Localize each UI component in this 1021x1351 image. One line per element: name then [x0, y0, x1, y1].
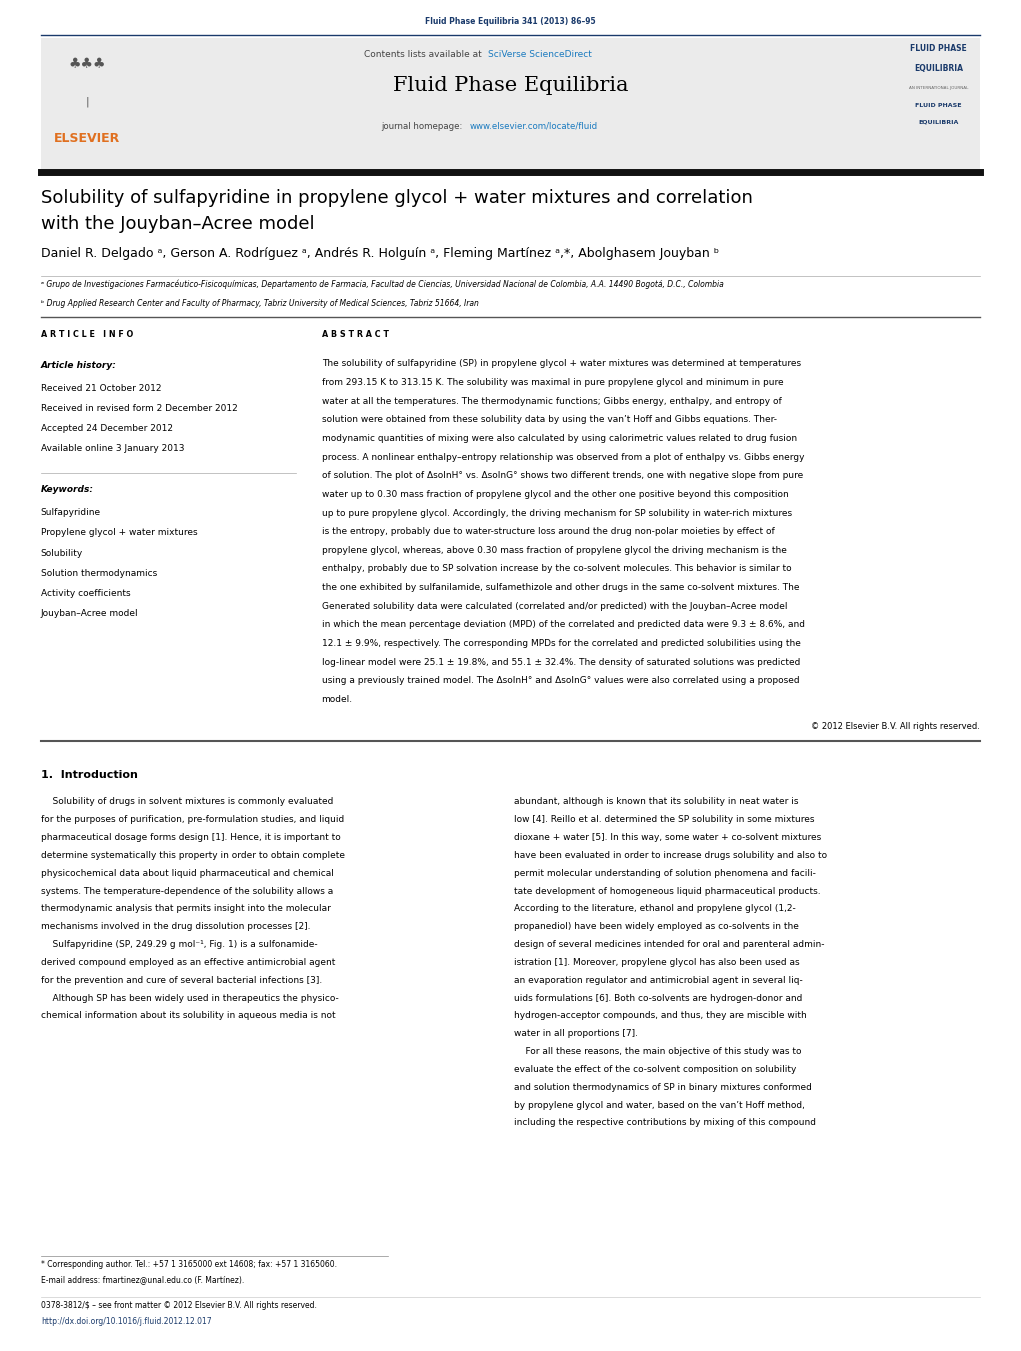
Text: Sulfapyridine: Sulfapyridine [41, 508, 101, 517]
Text: systems. The temperature-dependence of the solubility allows a: systems. The temperature-dependence of t… [41, 886, 333, 896]
Text: Available online 3 January 2013: Available online 3 January 2013 [41, 444, 185, 454]
Text: ♣♣♣: ♣♣♣ [68, 58, 106, 72]
Text: hydrogen-acceptor compounds, and thus, they are miscible with: hydrogen-acceptor compounds, and thus, t… [514, 1012, 807, 1020]
Text: using a previously trained model. The ΔsolnH° and ΔsolnG° values were also corre: using a previously trained model. The Δs… [322, 677, 799, 685]
Text: Solubility of sulfapyridine in propylene glycol + water mixtures and correlation: Solubility of sulfapyridine in propylene… [41, 189, 752, 207]
Text: 12.1 ± 9.9%, respectively. The corresponding MPDs for the correlated and predict: 12.1 ± 9.9%, respectively. The correspon… [322, 639, 800, 648]
Text: According to the literature, ethanol and propylene glycol (1,2-: According to the literature, ethanol and… [514, 904, 795, 913]
Text: evaluate the effect of the co-solvent composition on solubility: evaluate the effect of the co-solvent co… [514, 1065, 796, 1074]
Text: and solution thermodynamics of SP in binary mixtures conformed: and solution thermodynamics of SP in bin… [514, 1082, 812, 1092]
Text: istration [1]. Moreover, propylene glycol has also been used as: istration [1]. Moreover, propylene glyco… [514, 958, 799, 967]
Text: propylene glycol, whereas, above 0.30 mass fraction of propylene glycol the driv: propylene glycol, whereas, above 0.30 ma… [322, 546, 786, 555]
Text: water at all the temperatures. The thermodynamic functions; Gibbs energy, enthal: water at all the temperatures. The therm… [322, 397, 781, 405]
Text: uids formulations [6]. Both co-solvents are hydrogen-donor and: uids formulations [6]. Both co-solvents … [514, 993, 801, 1002]
Text: an evaporation regulator and antimicrobial agent in several liq-: an evaporation regulator and antimicrobi… [514, 975, 803, 985]
Text: EQUILIBRIA: EQUILIBRIA [918, 119, 959, 124]
Text: have been evaluated in order to increase drugs solubility and also to: have been evaluated in order to increase… [514, 851, 827, 859]
Text: model.: model. [322, 694, 352, 704]
Text: from 293.15 K to 313.15 K. The solubility was maximal in pure propylene glycol a: from 293.15 K to 313.15 K. The solubilit… [322, 378, 783, 386]
Text: process. A nonlinear enthalpy–entropy relationship was observed from a plot of e: process. A nonlinear enthalpy–entropy re… [322, 453, 805, 462]
Text: propanediol) have been widely employed as co-solvents in the: propanediol) have been widely employed a… [514, 923, 798, 931]
Text: including the respective contributions by mixing of this compound: including the respective contributions b… [514, 1119, 816, 1127]
Text: modynamic quantities of mixing were also calculated by using calorimetric values: modynamic quantities of mixing were also… [322, 434, 796, 443]
Text: mechanisms involved in the drug dissolution processes [2].: mechanisms involved in the drug dissolut… [41, 923, 310, 931]
Text: tate development of homogeneous liquid pharmaceutical products.: tate development of homogeneous liquid p… [514, 886, 820, 896]
Text: © 2012 Elsevier B.V. All rights reserved.: © 2012 Elsevier B.V. All rights reserved… [812, 721, 980, 731]
Text: The solubility of sulfapyridine (SP) in propylene glycol + water mixtures was de: The solubility of sulfapyridine (SP) in … [322, 359, 800, 369]
Text: Daniel R. Delgado ᵃ, Gerson A. Rodríguez ᵃ, Andrés R. Holguín ᵃ, Fleming Martíne: Daniel R. Delgado ᵃ, Gerson A. Rodríguez… [41, 247, 719, 261]
Text: Activity coefficients: Activity coefficients [41, 589, 131, 598]
Text: pharmaceutical dosage forms design [1]. Hence, it is important to: pharmaceutical dosage forms design [1]. … [41, 834, 341, 842]
Text: log-linear model were 25.1 ± 19.8%, and 55.1 ± 32.4%. The density of saturated s: log-linear model were 25.1 ± 19.8%, and … [322, 658, 800, 666]
Text: solution were obtained from these solubility data by using the van’t Hoff and Gi: solution were obtained from these solubi… [322, 415, 777, 424]
Text: Solution thermodynamics: Solution thermodynamics [41, 569, 157, 578]
Text: derived compound employed as an effective antimicrobial agent: derived compound employed as an effectiv… [41, 958, 335, 967]
FancyBboxPatch shape [41, 38, 980, 169]
Text: FLUID PHASE: FLUID PHASE [915, 104, 962, 108]
Text: with the Jouyban–Acree model: with the Jouyban–Acree model [41, 215, 314, 232]
Text: Fluid Phase Equilibria: Fluid Phase Equilibria [393, 76, 628, 95]
Text: of solution. The plot of ΔsolnH° vs. ΔsolnG° shows two different trends, one wit: of solution. The plot of ΔsolnH° vs. Δso… [322, 471, 803, 480]
Text: A R T I C L E   I N F O: A R T I C L E I N F O [41, 330, 133, 339]
Text: FLUID PHASE: FLUID PHASE [910, 45, 967, 54]
Text: is the entropy, probably due to water-structure loss around the drug non-polar m: is the entropy, probably due to water-st… [322, 527, 774, 536]
Text: 0378-3812/$ – see front matter © 2012 Elsevier B.V. All rights reserved.: 0378-3812/$ – see front matter © 2012 El… [41, 1301, 317, 1310]
Text: Propylene glycol + water mixtures: Propylene glycol + water mixtures [41, 528, 197, 538]
Text: water up to 0.30 mass fraction of propylene glycol and the other one positive be: water up to 0.30 mass fraction of propyl… [322, 490, 788, 499]
Text: ᵇ Drug Applied Research Center and Faculty of Pharmacy, Tabriz University of Med: ᵇ Drug Applied Research Center and Facul… [41, 299, 479, 308]
Text: permit molecular understanding of solution phenomena and facili-: permit molecular understanding of soluti… [514, 869, 816, 878]
Text: Fluid Phase Equilibria 341 (2013) 86–95: Fluid Phase Equilibria 341 (2013) 86–95 [425, 18, 596, 26]
Text: thermodynamic analysis that permits insight into the molecular: thermodynamic analysis that permits insi… [41, 904, 331, 913]
Text: by propylene glycol and water, based on the van’t Hoff method,: by propylene glycol and water, based on … [514, 1101, 805, 1109]
Text: Generated solubility data were calculated (correlated and/or predicted) with the: Generated solubility data were calculate… [322, 601, 787, 611]
Text: Solubility: Solubility [41, 549, 83, 558]
Text: Received in revised form 2 December 2012: Received in revised form 2 December 2012 [41, 404, 238, 413]
Text: 1.  Introduction: 1. Introduction [41, 770, 138, 781]
Text: Solubility of drugs in solvent mixtures is commonly evaluated: Solubility of drugs in solvent mixtures … [41, 797, 333, 807]
Text: Keywords:: Keywords: [41, 485, 94, 494]
Text: Contents lists available at: Contents lists available at [364, 50, 485, 59]
Text: |: | [86, 97, 89, 107]
Text: For all these reasons, the main objective of this study was to: For all these reasons, the main objectiv… [514, 1047, 801, 1056]
Text: Although SP has been widely used in therapeutics the physico-: Although SP has been widely used in ther… [41, 993, 339, 1002]
Text: design of several medicines intended for oral and parenteral admin-: design of several medicines intended for… [514, 940, 824, 948]
Text: for the purposes of purification, pre-formulation studies, and liquid: for the purposes of purification, pre-fo… [41, 815, 344, 824]
Text: physicochemical data about liquid pharmaceutical and chemical: physicochemical data about liquid pharma… [41, 869, 334, 878]
Text: Accepted 24 December 2012: Accepted 24 December 2012 [41, 424, 173, 434]
Text: AN INTERNATIONAL JOURNAL: AN INTERNATIONAL JOURNAL [909, 86, 968, 91]
Text: low [4]. Reillo et al. determined the SP solubility in some mixtures: low [4]. Reillo et al. determined the SP… [514, 815, 814, 824]
Text: ELSEVIER: ELSEVIER [54, 132, 120, 146]
Text: chemical information about its solubility in aqueous media is not: chemical information about its solubilit… [41, 1012, 336, 1020]
Text: ᵃ Grupo de Investigaciones Farmacéutico-Fisicoquímicas, Departamento de Farmacia: ᵃ Grupo de Investigaciones Farmacéutico-… [41, 280, 724, 289]
Text: in which the mean percentage deviation (MPD) of the correlated and predicted dat: in which the mean percentage deviation (… [322, 620, 805, 630]
Text: dioxane + water [5]. In this way, some water + co-solvent mixtures: dioxane + water [5]. In this way, some w… [514, 834, 821, 842]
Text: enthalpy, probably due to SP solvation increase by the co-solvent molecules. Thi: enthalpy, probably due to SP solvation i… [322, 565, 791, 573]
Text: SciVerse ScienceDirect: SciVerse ScienceDirect [488, 50, 592, 59]
Text: Sulfapyridine (SP, 249.29 g mol⁻¹, Fig. 1) is a sulfonamide-: Sulfapyridine (SP, 249.29 g mol⁻¹, Fig. … [41, 940, 318, 948]
Text: up to pure propylene glycol. Accordingly, the driving mechanism for SP solubilit: up to pure propylene glycol. Accordingly… [322, 508, 791, 517]
Text: Jouyban–Acree model: Jouyban–Acree model [41, 609, 139, 619]
Text: journal homepage:: journal homepage: [382, 122, 466, 131]
Text: for the prevention and cure of several bacterial infections [3].: for the prevention and cure of several b… [41, 975, 322, 985]
Text: EQUILIBRIA: EQUILIBRIA [914, 63, 963, 73]
Text: Received 21 October 2012: Received 21 October 2012 [41, 384, 161, 393]
Text: * Corresponding author. Tel.: +57 1 3165000 ext 14608; fax: +57 1 3165060.: * Corresponding author. Tel.: +57 1 3165… [41, 1260, 337, 1270]
Text: the one exhibited by sulfanilamide, sulfamethizole and other drugs in the same c: the one exhibited by sulfanilamide, sulf… [322, 584, 799, 592]
Text: E-mail address: fmartinez@unal.edu.co (F. Martínez).: E-mail address: fmartinez@unal.edu.co (F… [41, 1275, 244, 1285]
Text: Article history:: Article history: [41, 361, 116, 370]
Text: A B S T R A C T: A B S T R A C T [322, 330, 389, 339]
Text: water in all proportions [7].: water in all proportions [7]. [514, 1029, 637, 1038]
Text: abundant, although is known that its solubility in neat water is: abundant, although is known that its sol… [514, 797, 798, 807]
Text: determine systematically this property in order to obtain complete: determine systematically this property i… [41, 851, 345, 859]
Text: http://dx.doi.org/10.1016/j.fluid.2012.12.017: http://dx.doi.org/10.1016/j.fluid.2012.1… [41, 1317, 211, 1327]
Text: www.elsevier.com/locate/fluid: www.elsevier.com/locate/fluid [470, 122, 597, 131]
